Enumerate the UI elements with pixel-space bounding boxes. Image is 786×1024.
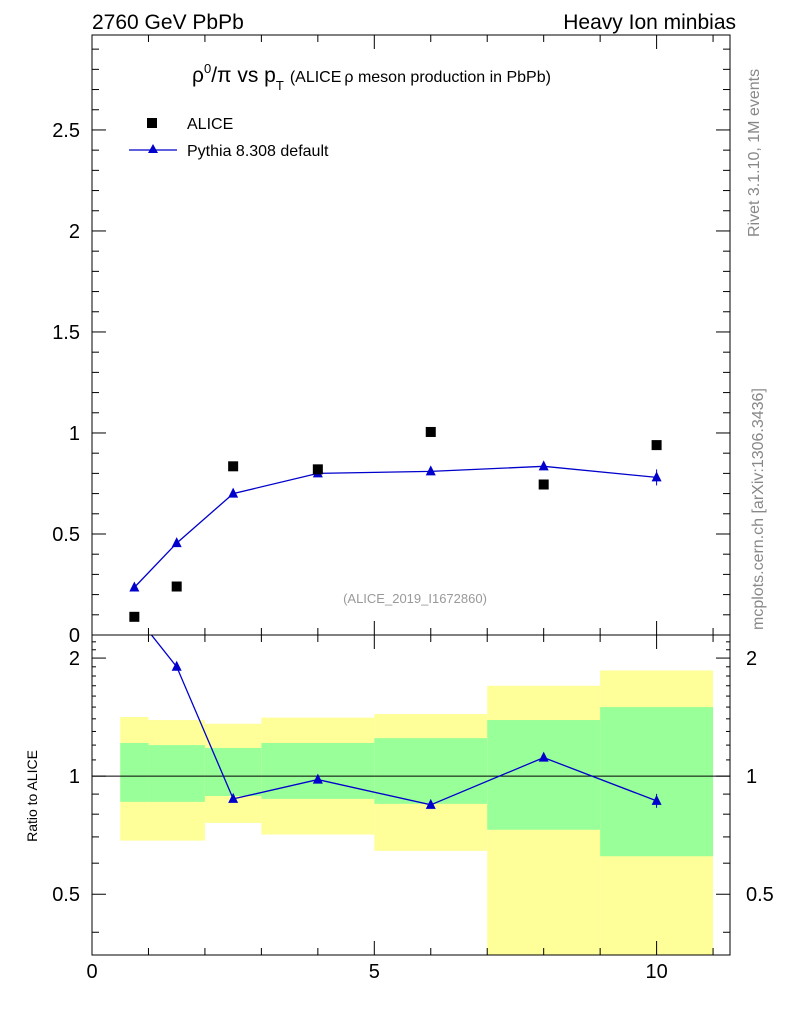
pythia-point [425,465,436,476]
ratio-uncertainty-bands [120,670,714,955]
pythia-line [133,465,657,588]
ratio-pythia-point [312,773,323,784]
pythia-point [129,581,140,592]
ratio-pythia-point [171,660,182,671]
alice-point [129,611,140,622]
alice-point [171,581,182,592]
ratio-axis-ticks: 0.5 0.5 1 1 2 2 0 5 10 [52,635,774,983]
main-y-tick-label: 2.5 [52,120,80,142]
ratio-pythia-point [425,798,436,809]
alice-point [228,461,239,472]
legend-label-alice: ALICE [187,116,233,133]
ratio-green-band [120,742,149,802]
ratio-plot-frame [91,634,731,956]
pythia-point [538,460,549,471]
legend-label-pythia: Pythia 8.308 default [187,143,329,160]
ratio-y-tick-label-left: 0.5 [52,884,80,906]
main-data-layer [129,426,662,622]
legend: ALICE Pythia 8.308 default [129,116,329,160]
main-y-tick-label: 0.5 [52,524,80,546]
header-right: Heavy Ion minbias [563,11,736,34]
ratio-pythia-point [228,792,239,803]
ratio-y-axis-title: Ratio to ALICE [24,750,40,842]
x-tick-label: 10 [645,961,667,983]
ratio-data-layer [92,635,730,809]
ratio-y-tick-label-right: 0.5 [746,884,774,906]
rivet-version-label: Rivet 3.1.10, 1M events [746,69,763,237]
main-y-axis-ticks: 0.5 1 1.5 2 2.5 [52,35,730,635]
ratio-y-tick-label-right: 2 [746,648,757,670]
main-y-tick-label: 1 [69,423,80,445]
pythia-point [651,471,662,482]
ratio-green-band [374,738,488,804]
ratio-green-band [487,720,601,830]
ratio-pythia-point [538,751,549,762]
analysis-watermark: (ALICE_2019_I1672860) [343,591,487,606]
alice-point [651,440,662,451]
header-left: 2760 GeV PbPb [92,11,244,34]
ratio-y-tick-label-left: 2 [69,648,80,670]
x-tick-label: 0 [86,961,97,983]
main-y-zero-label: 0 [69,625,80,647]
ratio-pythia-point [651,794,662,805]
alice-point [425,426,436,437]
ratio-green-band [600,707,714,857]
ratio-green-band [204,747,262,797]
alice-point [312,464,323,475]
alice-point [538,479,549,490]
legend-marker-alice [147,118,157,128]
main-title: ρ0/π vs pT (ALICE ρ meson production in Pb… [192,61,551,93]
x-tick-label: 5 [369,961,380,983]
pythia-point [171,537,182,548]
ratio-green-band [261,742,375,799]
ratio-y-tick-label-left: 1 [69,766,80,788]
main-y-tick-label: 1.5 [52,322,80,344]
main-y-tick-label: 2 [69,221,80,243]
ratio-green-band [148,745,205,802]
ratio-y-tick-label-right: 1 [746,766,757,788]
pythia-point [228,487,239,498]
legend-marker-pythia [148,144,158,153]
mcplots-label: mcplots.cern.ch [arXiv:1306.3436] [750,388,767,630]
